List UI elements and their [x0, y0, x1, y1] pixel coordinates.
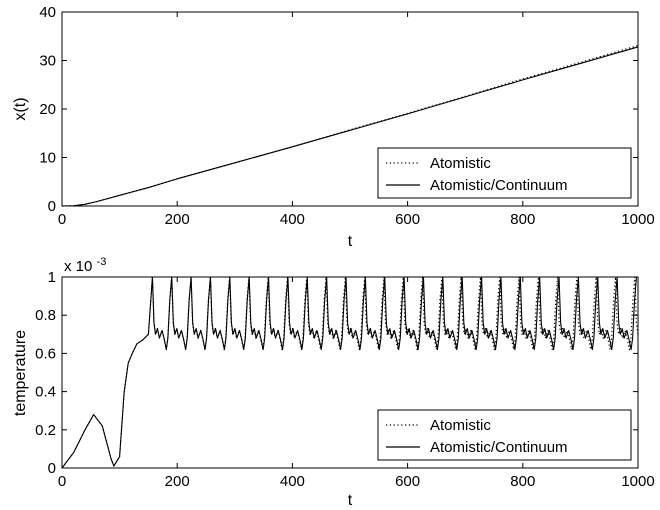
x-tick-label: 0 [58, 473, 66, 490]
y-tick-label: 0.4 [35, 384, 56, 401]
y-tick-label: 40 [39, 4, 56, 21]
bottom-legend: Atomistic Atomistic/Continuum [377, 409, 632, 461]
top-legend-label-atomistic: Atomistic [430, 155, 491, 172]
y-tick-label: 1 [48, 269, 56, 286]
x-tick-label: 800 [510, 473, 535, 490]
x-tick-label: 200 [165, 211, 190, 228]
y-tick-label: 0.6 [35, 345, 56, 362]
y-tick-label: 0 [48, 198, 56, 215]
bottom-plot-frame [61, 276, 639, 469]
bottom-ticks: 0 200 400 600 800 1000 0 0.2 0.4 0.6 0.8 1 [35, 269, 655, 490]
top-data-marks [61, 44, 639, 207]
y-tick-label: 10 [39, 150, 56, 167]
bottom-legend-box [377, 409, 632, 461]
x-tick-label: 1000 [621, 211, 654, 228]
x-tick-label: 400 [280, 211, 305, 228]
x-tick-label: 0 [58, 211, 66, 228]
bottom-x-axis-label: t [348, 492, 353, 509]
y-tick-label: 0.2 [35, 422, 56, 439]
top-panel: 0 200 400 600 800 1000 0 10 20 30 40 t x(t) Atomis… [12, 4, 655, 250]
bottom-y-scale-exponent: -3 [97, 256, 107, 268]
series-line-atomistic-continuum [61, 46, 639, 207]
bottom-y-scale-base: x 10 [64, 258, 92, 275]
y-tick-label: 20 [39, 101, 56, 118]
bottom-data-marks [61, 276, 639, 469]
x-tick-label: 600 [395, 211, 420, 228]
y-tick-label: 0 [48, 460, 56, 477]
top-x-axis-label: t [348, 233, 353, 250]
x-tick-label: 800 [510, 211, 535, 228]
x-tick-label: 600 [395, 473, 420, 490]
top-legend-label-continuum: Atomistic/Continuum [430, 177, 568, 194]
top-y-axis-label: x(t) [12, 97, 29, 120]
x-tick-label: 400 [280, 473, 305, 490]
series-line-atomistic-continuum [61, 276, 638, 469]
top-ticks: 0 200 400 600 800 1000 0 10 20 30 40 [39, 4, 654, 228]
top-legend: Atomistic Atomistic/Continuum [377, 147, 632, 199]
bottom-legend-label-continuum: Atomistic/Continuum [430, 439, 568, 456]
x-tick-label: 200 [165, 473, 190, 490]
bottom-legend-label-atomistic: Atomistic [430, 417, 491, 434]
y-tick-label: 0.8 [35, 307, 56, 324]
bottom-y-axis-label: temperature [12, 330, 29, 416]
top-legend-box [377, 147, 632, 199]
series-line-atomistic [61, 276, 639, 469]
x-tick-label: 1000 [621, 473, 654, 490]
y-tick-label: 30 [39, 53, 56, 70]
bottom-y-scale-label: x 10 -3 [64, 256, 106, 275]
